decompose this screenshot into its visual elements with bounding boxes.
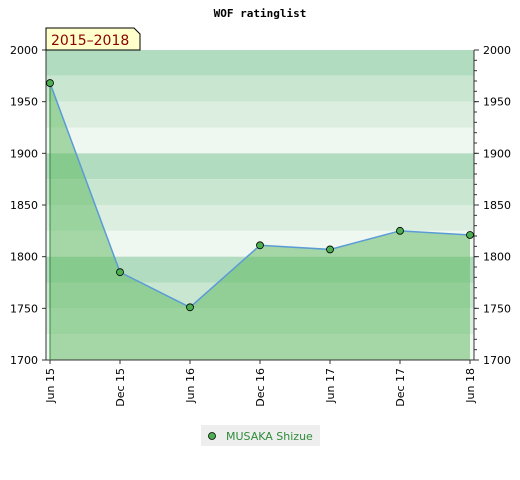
background-band xyxy=(46,75,474,102)
data-point xyxy=(186,303,194,312)
legend-box xyxy=(201,425,320,446)
y-tick-label-left: 1700 xyxy=(10,354,38,367)
y-tick-label-right: 1750 xyxy=(483,302,511,315)
background-band xyxy=(46,127,474,154)
y-tick-label-left: 1750 xyxy=(10,302,38,315)
background-band xyxy=(46,205,474,231)
data-point xyxy=(326,245,334,254)
y-tick-label-right: 2000 xyxy=(483,44,511,57)
tick-labels: 1700 1700 1750 1750 1800 1800 1850 1850 1900 1900… xyxy=(10,44,511,407)
x-tick-label: Jun 17 xyxy=(324,368,337,404)
y-tick-label-left: 1800 xyxy=(10,251,38,264)
series-area xyxy=(50,83,470,361)
y-tick-label-left: 1900 xyxy=(10,147,38,160)
x-tick-label: Dec 15 xyxy=(114,368,127,407)
x-tick-label: Dec 17 xyxy=(394,368,407,407)
legend-label: MUSAKA Shizue xyxy=(226,430,313,443)
x-tick-label: Jun 16 xyxy=(184,368,197,404)
period-badge: 2015–2018 xyxy=(45,27,141,51)
background-band xyxy=(46,101,474,128)
data-point xyxy=(256,241,264,250)
period-badge-box xyxy=(45,27,141,51)
axes xyxy=(42,49,479,364)
background-band xyxy=(46,153,474,180)
data-point xyxy=(466,231,474,239)
y-tick-label-right: 1850 xyxy=(483,199,511,212)
legend-marker xyxy=(208,432,216,440)
y-tick-label-right: 1950 xyxy=(483,96,511,109)
legend: MUSAKA Shizue xyxy=(201,425,320,446)
y-tick-label-right: 1700 xyxy=(483,354,511,367)
background-band xyxy=(46,179,474,205)
area-layer xyxy=(50,83,470,361)
data-point xyxy=(46,79,54,87)
y-tick-label-right: 1800 xyxy=(483,251,511,264)
y-tick-label-left: 1950 xyxy=(10,96,38,109)
markers xyxy=(46,79,474,312)
data-point xyxy=(396,226,404,235)
x-tick-label: Jun 18 xyxy=(464,368,477,404)
period-badge-text: 2015–2018 xyxy=(51,33,129,49)
y-tick-label-left: 1850 xyxy=(10,199,38,212)
background-band xyxy=(46,50,474,76)
y-tick-label-left: 2000 xyxy=(10,44,38,57)
x-tick-label: Dec 16 xyxy=(254,368,267,407)
y-tick-label-right: 1900 xyxy=(483,147,511,160)
data-point xyxy=(116,268,124,277)
chart-title: WOF ratinglist xyxy=(214,7,307,20)
x-tick-label: Jun 15 xyxy=(44,368,57,404)
